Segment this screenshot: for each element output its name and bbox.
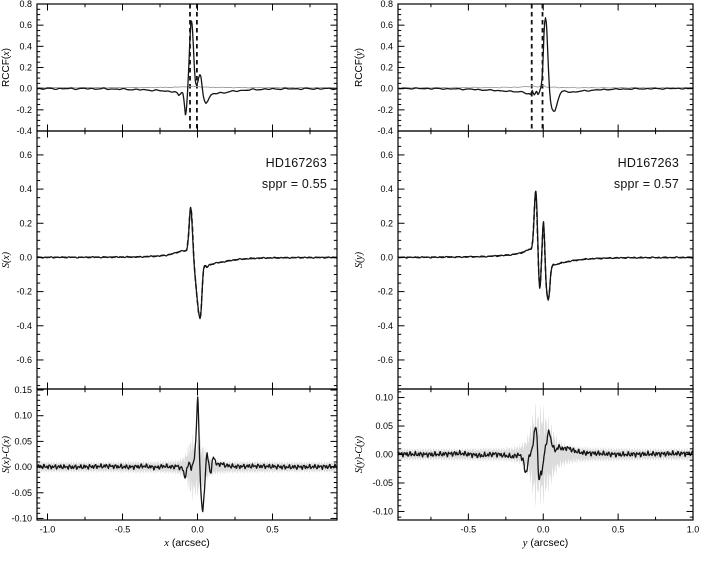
y-axis-title: S(x): [1, 251, 12, 268]
y-tick-label: -0.05: [372, 478, 393, 488]
x-tick-label: 0.0: [537, 525, 550, 535]
y-tick-label: 0.05: [375, 421, 393, 431]
y-tick-label: 0.4: [19, 41, 32, 51]
y-tick-label: -0.2: [377, 287, 393, 297]
y-tick-label: -0.4: [377, 321, 393, 331]
y-tick-label: 0.00: [375, 450, 393, 460]
y-tick-label: 0.4: [19, 184, 32, 194]
y-tick-label: -0.4: [16, 126, 32, 136]
annotation-left-panel: HD167263 sppr = 0.55: [262, 153, 327, 195]
annotation-right-panel: HD167263 sppr = 0.57: [614, 153, 679, 195]
sppr-value-label: sppr = 0.55: [261, 177, 327, 191]
y-tick-label: 0.2: [380, 218, 393, 228]
panel-frame: [36, 388, 338, 521]
y-tick-label: 0.2: [19, 63, 32, 73]
y-axis-title: S(y)-C(y): [354, 435, 365, 473]
y-axis-title: RCCF(x): [1, 48, 12, 87]
y-tick-label: 0.0: [19, 252, 32, 262]
y-tick-label: 0.6: [380, 20, 393, 30]
y-tick-label: 0.10: [375, 393, 393, 403]
y-tick-label: 0.6: [380, 150, 393, 160]
y-tick-label: 0.8: [19, 0, 32, 9]
x-tick-label: -1.0: [40, 525, 56, 535]
curve-residual: [37, 396, 337, 513]
y-axis-title: RCCF(y): [354, 48, 365, 87]
y-tick-label: 0.4: [380, 41, 393, 51]
error-band: [398, 402, 693, 507]
curve-residual: [398, 426, 693, 481]
y-tick-label: 0.2: [19, 218, 32, 228]
curve-observed-signal: [37, 206, 337, 320]
y-tick-label: -0.2: [16, 287, 32, 297]
panel-resid-y: 0.10 0.05 0.00 -0.05 -0.10 -0.5 0.0 0.5 1.0 S(y)-…: [354, 388, 700, 549]
x-tick-label: 0.5: [612, 525, 625, 535]
curve-cross-correlation: [398, 17, 693, 112]
y-tick-label: 0.0: [19, 84, 32, 94]
x-tick-label: -0.5: [115, 525, 131, 535]
x-axis-title: y (arcsec): [522, 537, 569, 549]
y-tick-label: 0.0: [380, 252, 393, 262]
y-axis-title: S(y): [354, 251, 365, 268]
y-tick-label: 0.2: [380, 63, 393, 73]
y-tick-label: 0.4: [380, 184, 393, 194]
panel-frame: [397, 3, 694, 132]
y-tick-label: -0.10: [372, 506, 393, 516]
y-tick-label: 0.6: [19, 150, 32, 160]
panel-resid-x: 0.15 0.10 0.05 0.00 -0.05 -0.10 -1.0 -0.5 0.0 0.5…: [1, 385, 338, 549]
y-tick-label: 0.0: [380, 84, 393, 94]
star-name-label: HD167263: [617, 156, 679, 170]
y-tick-label: -0.6: [16, 355, 32, 365]
sppr-value-label: sppr = 0.57: [613, 177, 679, 191]
y-axis-title: S(x)-C(x): [1, 435, 12, 473]
x-tick-label: 0.0: [191, 525, 204, 535]
x-tick-label: -0.5: [461, 525, 477, 535]
y-tick-label: -0.10: [11, 513, 32, 523]
y-tick-label: -0.2: [377, 105, 393, 115]
x-tick-label: 0.5: [266, 525, 279, 535]
y-tick-label: -0.6: [377, 355, 393, 365]
panel-rccf-x: 0.8 0.6 0.4 0.2 0.0 -0.2 -0.4 RCCF(x): [1, 0, 338, 136]
panel-frame: [36, 3, 338, 132]
panel-rccf-y: 0.8 0.6 0.4 0.2 0.0 -0.2 -0.4 RCCF(y): [354, 0, 694, 136]
curve-cross-correlation: [37, 20, 337, 116]
y-tick-label: 0.00: [14, 462, 32, 472]
y-tick-label: -0.4: [377, 126, 393, 136]
y-tick-label: 0.10: [14, 411, 32, 421]
y-tick-label: -0.05: [11, 488, 32, 498]
star-name-label: HD167263: [265, 156, 327, 170]
x-axis-title: x (arcsec): [163, 537, 210, 549]
curve-model-fit: [37, 206, 337, 318]
y-tick-label: -0.2: [16, 105, 32, 115]
curve-reference-autocorrelation: [398, 85, 693, 89]
y-tick-label: 0.05: [14, 436, 32, 446]
panel-s-y: 0.6 0.4 0.2 0.0 -0.2 -0.4 -0.6 S(y): [354, 130, 694, 390]
curve-reference-autocorrelation: [37, 85, 337, 89]
x-tick-label: 1.0: [687, 525, 700, 535]
curve-model-fit: [398, 190, 693, 301]
y-tick-label: 0.8: [380, 0, 393, 9]
y-tick-label: 0.6: [19, 20, 32, 30]
y-tick-label: -0.4: [16, 321, 32, 331]
y-tick-label: 0.15: [14, 385, 32, 395]
